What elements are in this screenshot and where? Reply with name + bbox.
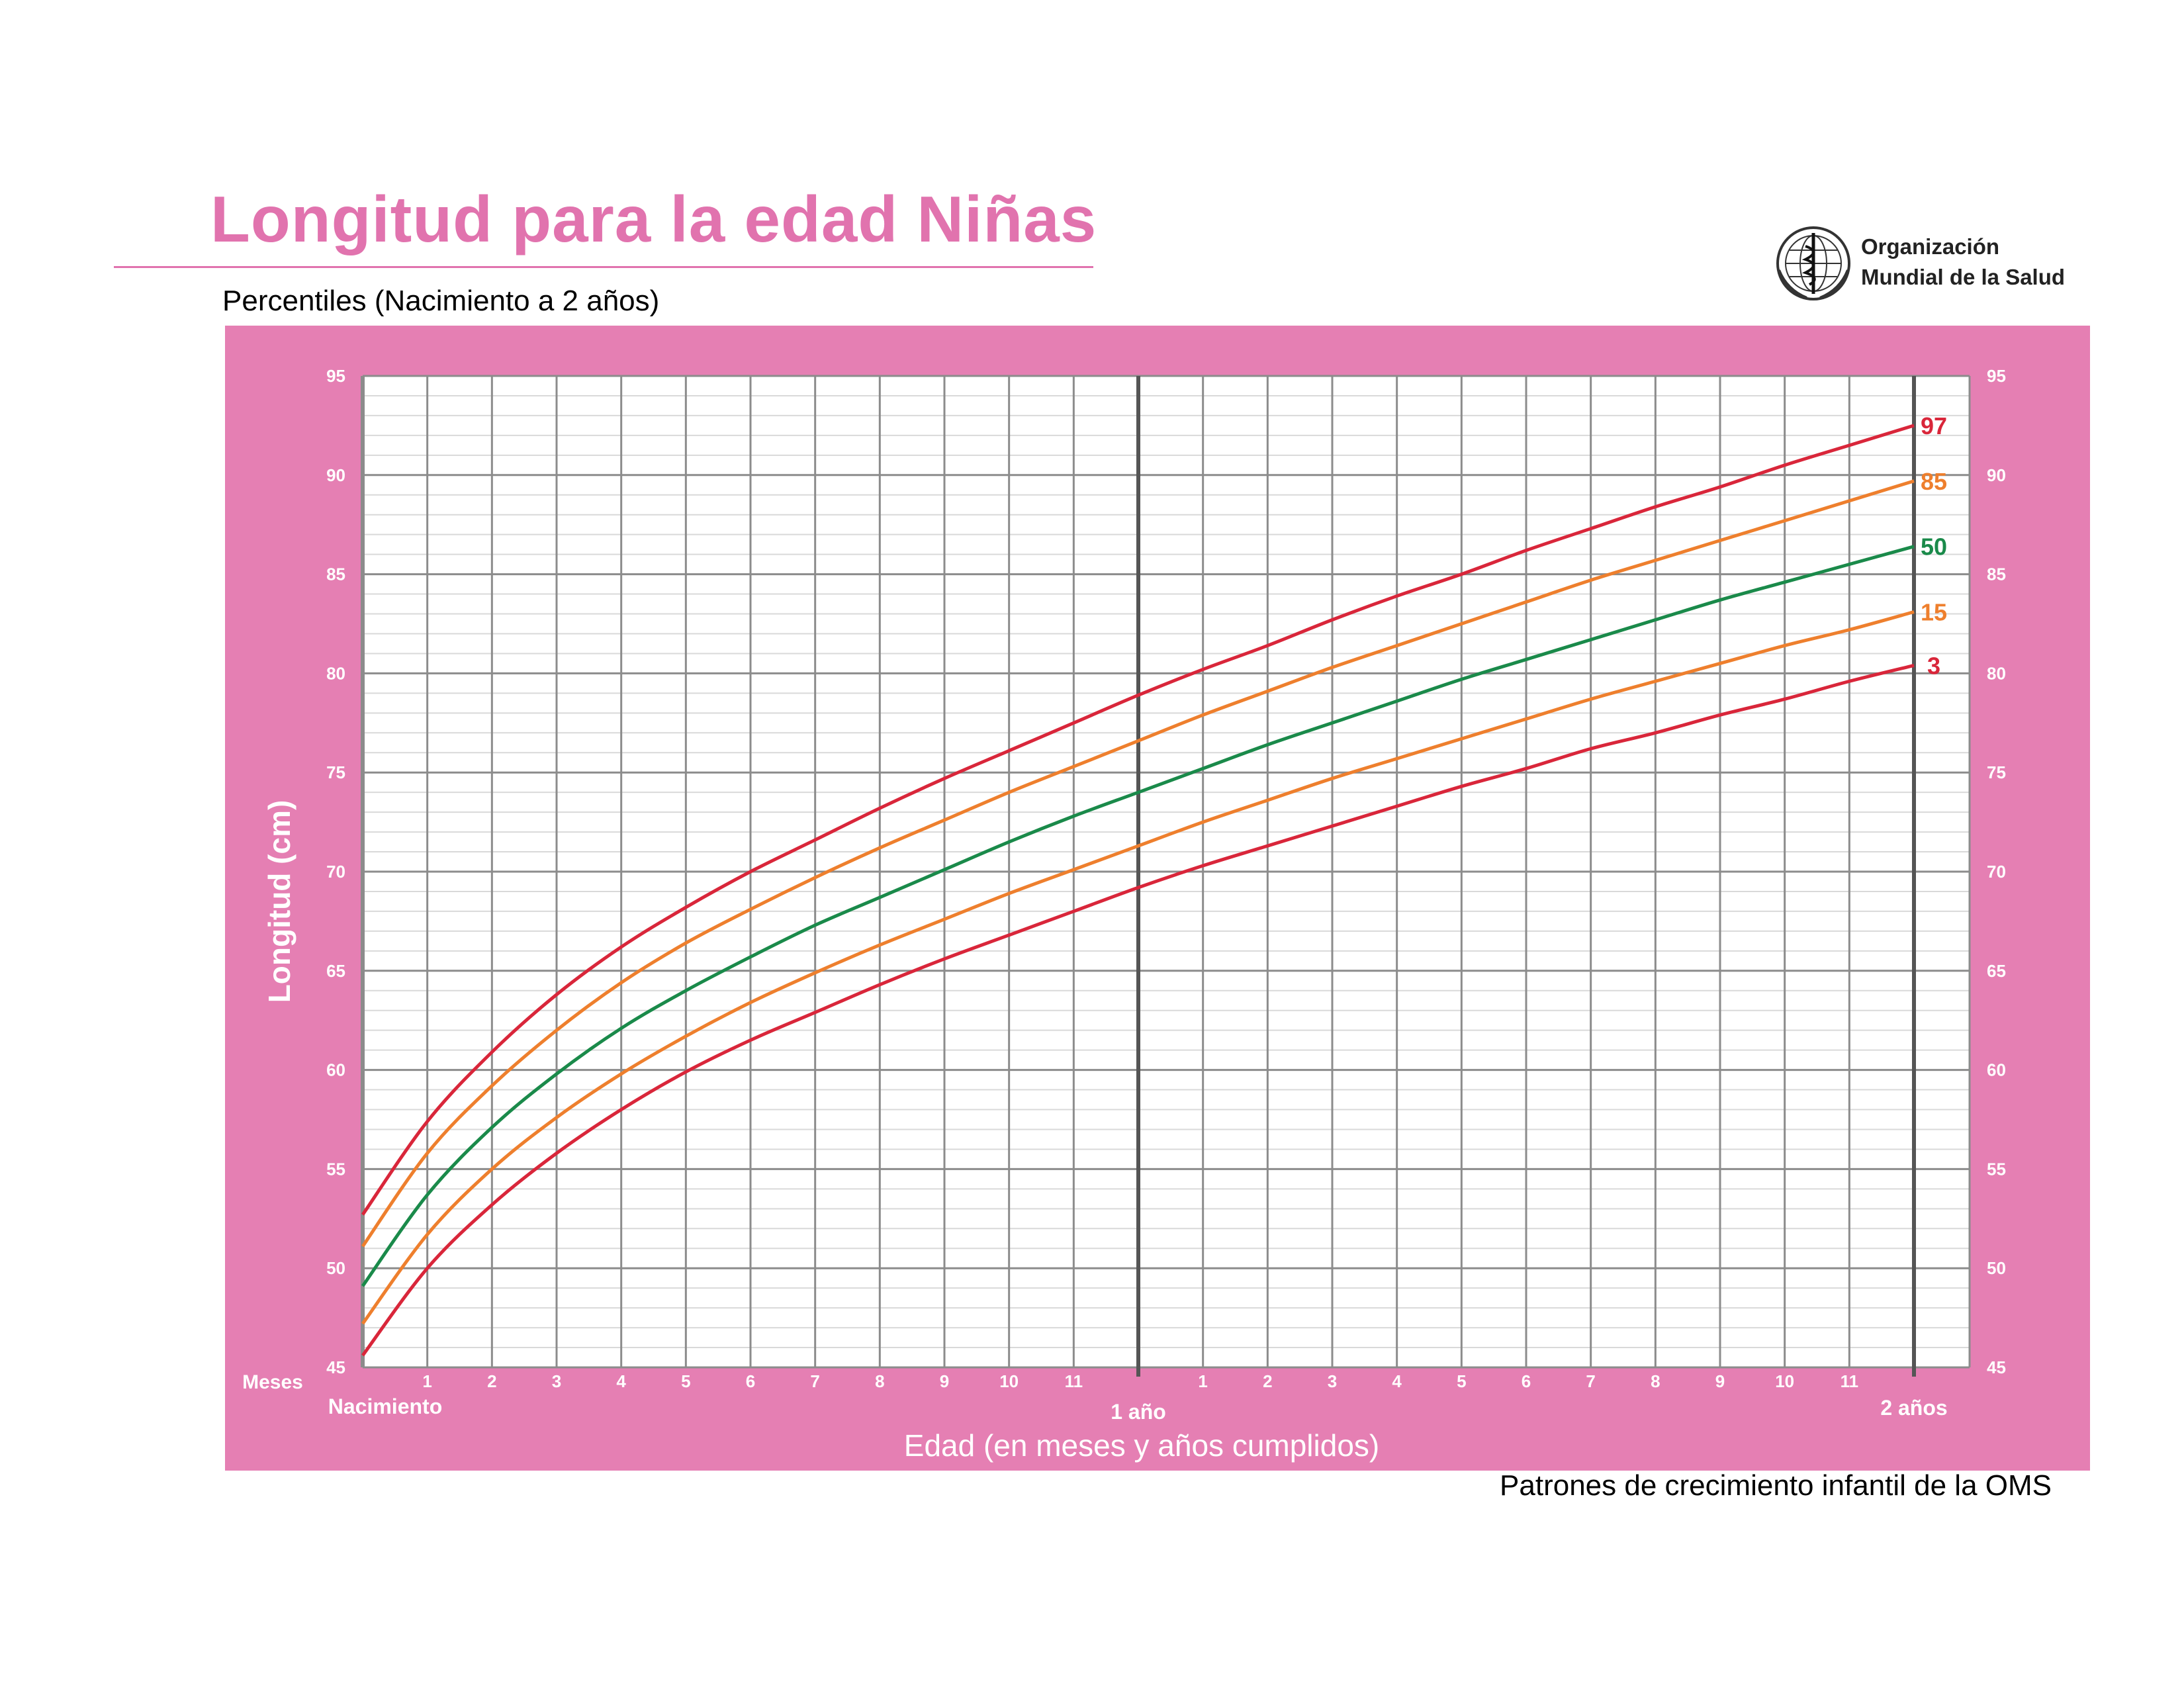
who-logo: Organización Mundial de la Salud: [1774, 224, 2144, 303]
y-tick-label-left: 60: [326, 1060, 345, 1080]
percentile-50-label: 50: [1921, 533, 1947, 561]
y-tick-label-right: 75: [1987, 762, 2006, 782]
y-tick-label-left: 75: [326, 762, 345, 782]
footer-source: Patrones de crecimiento infantil de la O…: [1500, 1469, 2052, 1502]
y-tick-label-right: 85: [1987, 565, 2006, 584]
org-name-line2: Mundial de la Salud: [1861, 265, 2066, 289]
y-tick-label-left: 80: [326, 663, 345, 683]
y-tick-label-right: 50: [1987, 1258, 2006, 1278]
percentile-97-label: 97: [1921, 412, 1947, 439]
y-tick-label-left: 70: [326, 862, 345, 882]
x-tick-label: 1: [422, 1371, 432, 1391]
y-tick-label-right: 90: [1987, 465, 2006, 485]
page-title: Longitud para la edad Niñas: [210, 183, 1097, 255]
x-tick-label: 9: [940, 1371, 949, 1391]
y-tick-label-left: 50: [326, 1258, 345, 1278]
x-tick-label: 7: [810, 1371, 819, 1391]
months-label: Meses: [242, 1371, 303, 1393]
year2-label: 2 años: [1880, 1396, 1947, 1420]
x-tick-label: 8: [875, 1371, 884, 1391]
y-tick-label-right: 60: [1987, 1060, 2006, 1080]
year1-label: 1 año: [1111, 1400, 1166, 1424]
x-tick-label: 4: [1392, 1371, 1402, 1391]
percentile-97-line: [361, 424, 1915, 1216]
y-tick-label-left: 45: [326, 1357, 345, 1377]
percentile-15-label: 15: [1921, 599, 1947, 626]
x-tick-label: 1: [1198, 1371, 1207, 1391]
x-tick-label: 4: [616, 1371, 626, 1391]
y-tick-label-left: 65: [326, 961, 345, 981]
x-tick-label: 6: [746, 1371, 755, 1391]
x-tick-label: 2: [487, 1371, 496, 1391]
y-tick-label-right: 65: [1987, 961, 2006, 981]
y-tick-label-left: 95: [326, 366, 345, 386]
x-tick-label: 10: [1775, 1371, 1794, 1391]
org-name-line1: Organización: [1861, 234, 2000, 259]
x-tick-label: 10: [999, 1371, 1019, 1391]
percentile-85-label: 85: [1921, 468, 1947, 495]
title-underline: [114, 266, 1093, 268]
percentile-3-label: 3: [1927, 652, 1940, 679]
y-tick-label-right: 45: [1987, 1357, 2006, 1377]
x-tick-label: 11: [1841, 1371, 1859, 1391]
x-tick-label: 11: [1065, 1371, 1083, 1391]
y-tick-label-right: 70: [1987, 862, 2006, 882]
x-tick-label: 9: [1715, 1371, 1725, 1391]
y-tick-label-right: 80: [1987, 663, 2006, 683]
x-tick-label: 2: [1263, 1371, 1272, 1391]
x-tick-label: 3: [552, 1371, 561, 1391]
percentile-15-line: [361, 610, 1915, 1325]
percentile-50-line: [361, 545, 1915, 1287]
x-tick-label: 3: [1328, 1371, 1337, 1391]
y-tick-label-right: 95: [1987, 366, 2006, 386]
percentile-3-line: [361, 663, 1915, 1357]
x-axis-title: Edad (en meses y años cumplidos): [904, 1428, 1379, 1463]
x-tick-label: 6: [1522, 1371, 1531, 1391]
x-tick-label: 8: [1651, 1371, 1660, 1391]
y-tick-label-left: 85: [326, 565, 345, 584]
y-axis-title: Longitud (cm): [262, 800, 296, 1003]
y-tick-label-left: 90: [326, 465, 345, 485]
who-emblem-icon: [1776, 226, 1850, 300]
y-tick-label-right: 55: [1987, 1159, 2006, 1179]
x-tick-label: 5: [1457, 1371, 1466, 1391]
y-tick-label-left: 55: [326, 1159, 345, 1179]
x-tick-label: 7: [1586, 1371, 1595, 1391]
birth-label: Nacimiento: [328, 1394, 442, 1418]
percentile-85-line: [361, 479, 1915, 1248]
chart-subtitle: Percentiles (Nacimiento a 2 años): [222, 285, 660, 317]
x-tick-label: 5: [681, 1371, 690, 1391]
